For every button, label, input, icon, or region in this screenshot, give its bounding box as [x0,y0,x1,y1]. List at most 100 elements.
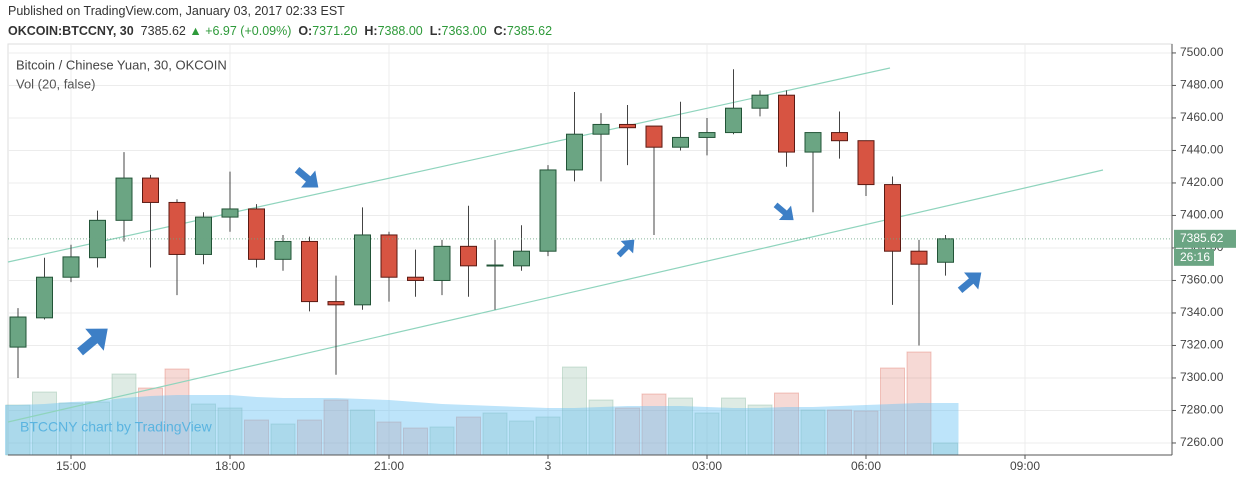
candle-body [301,240,318,303]
volume-bar [244,419,269,456]
candle-body [89,219,106,259]
volume-bar [641,393,667,456]
arrow [77,328,108,356]
y-tick-label: 7460.00 [1180,110,1224,124]
volume-ma-area [5,395,959,455]
candle-body [221,208,239,218]
close: 7385.62 [506,24,553,38]
volume-bar [800,409,826,456]
candle-body [433,245,451,281]
volume-bar [350,409,375,456]
candle-body [831,132,848,142]
last-price-box [1174,229,1236,248]
x-tick-label: 15:00 [56,459,86,473]
volume-bar [297,419,322,456]
candle-body [486,264,504,267]
arrows [77,166,982,356]
volume-legend: Vol (20, false) [16,76,96,91]
y-tick-label: 7340.00 [1180,305,1224,319]
trend-line [7,67,891,263]
volume-bar [668,397,693,456]
volume-bar [588,399,614,456]
candle-body [248,208,265,260]
volume-bar [774,392,799,456]
x-tick-label: 06:00 [851,459,881,473]
close-label: C: [493,24,507,38]
quote-line: OKCOIN:BTCCNY, 30 7385.62 ▲ +6.97 (+0.09… [8,24,552,38]
trend-line [7,169,1104,423]
candles [8,69,1172,378]
volume-bar [747,404,773,456]
volume-bar [32,391,57,456]
candle-body [725,107,742,134]
low: 7363.00 [441,24,487,38]
arrow [294,166,319,188]
candle-body [407,276,424,281]
y-tick-label: 7500.00 [1180,45,1224,59]
candle-body [460,245,477,267]
y-tick-label: 7260.00 [1180,435,1224,449]
high: 7388.00 [377,24,423,38]
volume-bar [85,401,110,456]
volume-bar [111,373,137,456]
candle-body [142,177,159,203]
candle-body [619,123,636,129]
open: 7371.20 [312,24,358,38]
countdown-box [1174,248,1214,266]
countdown: 26:16 [1180,250,1210,264]
candle-body [274,240,292,260]
volume-bar [323,399,349,456]
candle-body [327,301,345,306]
chart-title: Bitcoin / Chinese Yuan, 30, OKCOIN [16,57,227,72]
x-tick-label: 03:00 [692,459,722,473]
candle-body [566,133,583,171]
high-label: H: [364,24,378,38]
volume-bar [138,387,163,456]
candle-body [910,250,928,265]
published: Published on TradingView.com, January 03… [8,4,345,18]
candle-body [195,216,212,255]
volume-bar [403,427,428,456]
candle-body [513,250,530,267]
candle-body [592,123,610,135]
candle-body [36,276,53,319]
candle-body [804,132,822,153]
volume-bar [535,416,561,456]
candle-body [778,94,795,153]
y-tick-label: 7440.00 [1180,143,1224,157]
volume-bar [721,397,746,456]
last-price: 7385.62 [140,24,186,38]
arrow [957,272,982,294]
y-tick-label: 7420.00 [1180,175,1224,189]
candle-body [115,177,133,221]
candle-body [9,316,27,348]
volume-bar [562,366,587,456]
published-line: Published on TradingView.com, January 03… [8,4,345,18]
candle-body [937,238,954,263]
candle-body [751,94,769,109]
axes: 7260.00 7280.00 7300.00 7320.00 7340.00 7360.… [8,44,1236,473]
candle-body [62,256,80,278]
x-tick-label: 09:00 [1010,459,1040,473]
change: +6.97 (+0.09%) [205,24,292,38]
candle-body [672,136,689,148]
volume-pane [5,351,959,456]
low-label: L: [429,24,442,38]
y-tick-label: 7400.00 [1180,208,1224,222]
volume-bar [906,351,932,456]
candle-body [884,184,901,252]
candle-body [168,201,186,255]
volume-bar [429,426,455,456]
last-price-label: 7385.62 [1180,231,1224,245]
y-tick-label: 7320.00 [1180,338,1224,352]
volume-bar [880,367,905,456]
trend-lines [7,67,1104,423]
x-tick-label: 21:00 [374,459,404,473]
candle-body [698,132,716,138]
candle-body [645,125,663,148]
candle-body [857,140,875,186]
volume-bar [5,404,31,456]
open-label: O: [298,24,313,38]
symbol: OKCOIN:BTCCNY, 30 [8,24,134,38]
